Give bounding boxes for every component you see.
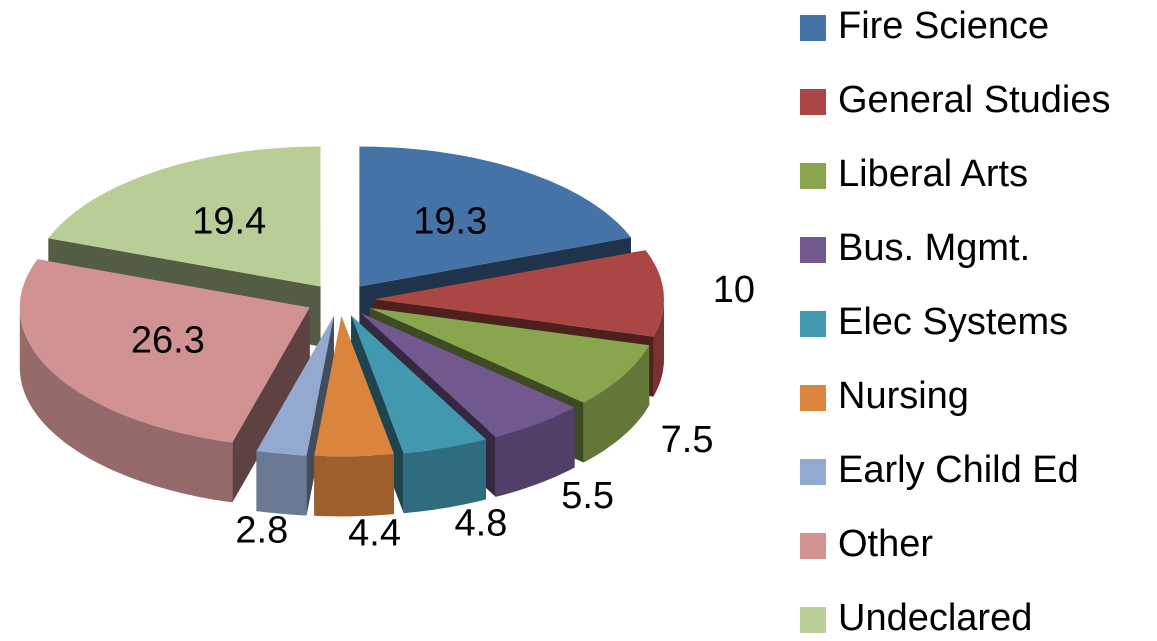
legend-label: Nursing: [838, 375, 969, 417]
data-label: 26.3: [131, 320, 205, 362]
slice: [256, 316, 334, 456]
legend-swatch: [800, 533, 826, 559]
legend-label: Elec Systems: [838, 301, 1068, 343]
legend-swatch: [800, 15, 826, 41]
legend-swatch: [800, 237, 826, 263]
legend-label: Fire Science: [838, 5, 1049, 47]
legend-swatch: [800, 607, 826, 633]
legend-label: Liberal Arts: [838, 153, 1028, 195]
legend-swatch: [800, 311, 826, 337]
legend-label: Undeclared: [838, 597, 1032, 639]
slice: [314, 316, 394, 457]
slice-wall: [583, 345, 650, 463]
slice: [48, 146, 321, 287]
pie: [19, 146, 664, 517]
slice-wall: [403, 439, 487, 514]
legend-label: General Studies: [838, 79, 1111, 121]
data-label: 4.4: [348, 512, 401, 554]
data-label: 7.5: [661, 419, 714, 461]
data-label: 5.5: [561, 475, 614, 517]
slice: [359, 146, 631, 287]
slice: [369, 307, 650, 403]
legend-swatch: [800, 163, 826, 189]
slice-wall: [653, 299, 664, 397]
data-label: 10: [713, 269, 755, 311]
legend-swatch: [800, 459, 826, 485]
slice-wall: [256, 451, 307, 516]
legend: Fire Science General Studies Liberal Arts B…: [800, 5, 1111, 639]
data-labels: 19.3 10 7.5 5.5 4.8 4.4 2.8 26.3 19.4: [131, 200, 755, 554]
slice: [373, 250, 664, 337]
slice: [360, 313, 575, 437]
legend-label: Early Child Ed: [838, 449, 1079, 491]
slice: [19, 259, 310, 443]
data-label: 19.3: [413, 200, 487, 242]
data-label: 19.4: [192, 200, 266, 242]
slice-wall: [495, 407, 575, 497]
slice: [351, 315, 486, 454]
slice-wall: [314, 454, 395, 517]
legend-swatch: [800, 385, 826, 411]
legend-label: Other: [838, 523, 933, 565]
data-label: 4.8: [455, 503, 508, 545]
legend-swatch: [800, 89, 826, 115]
legend-label: Bus. Mgmt.: [838, 227, 1030, 269]
slice-wall: [19, 307, 233, 503]
data-label: 2.8: [235, 510, 288, 552]
